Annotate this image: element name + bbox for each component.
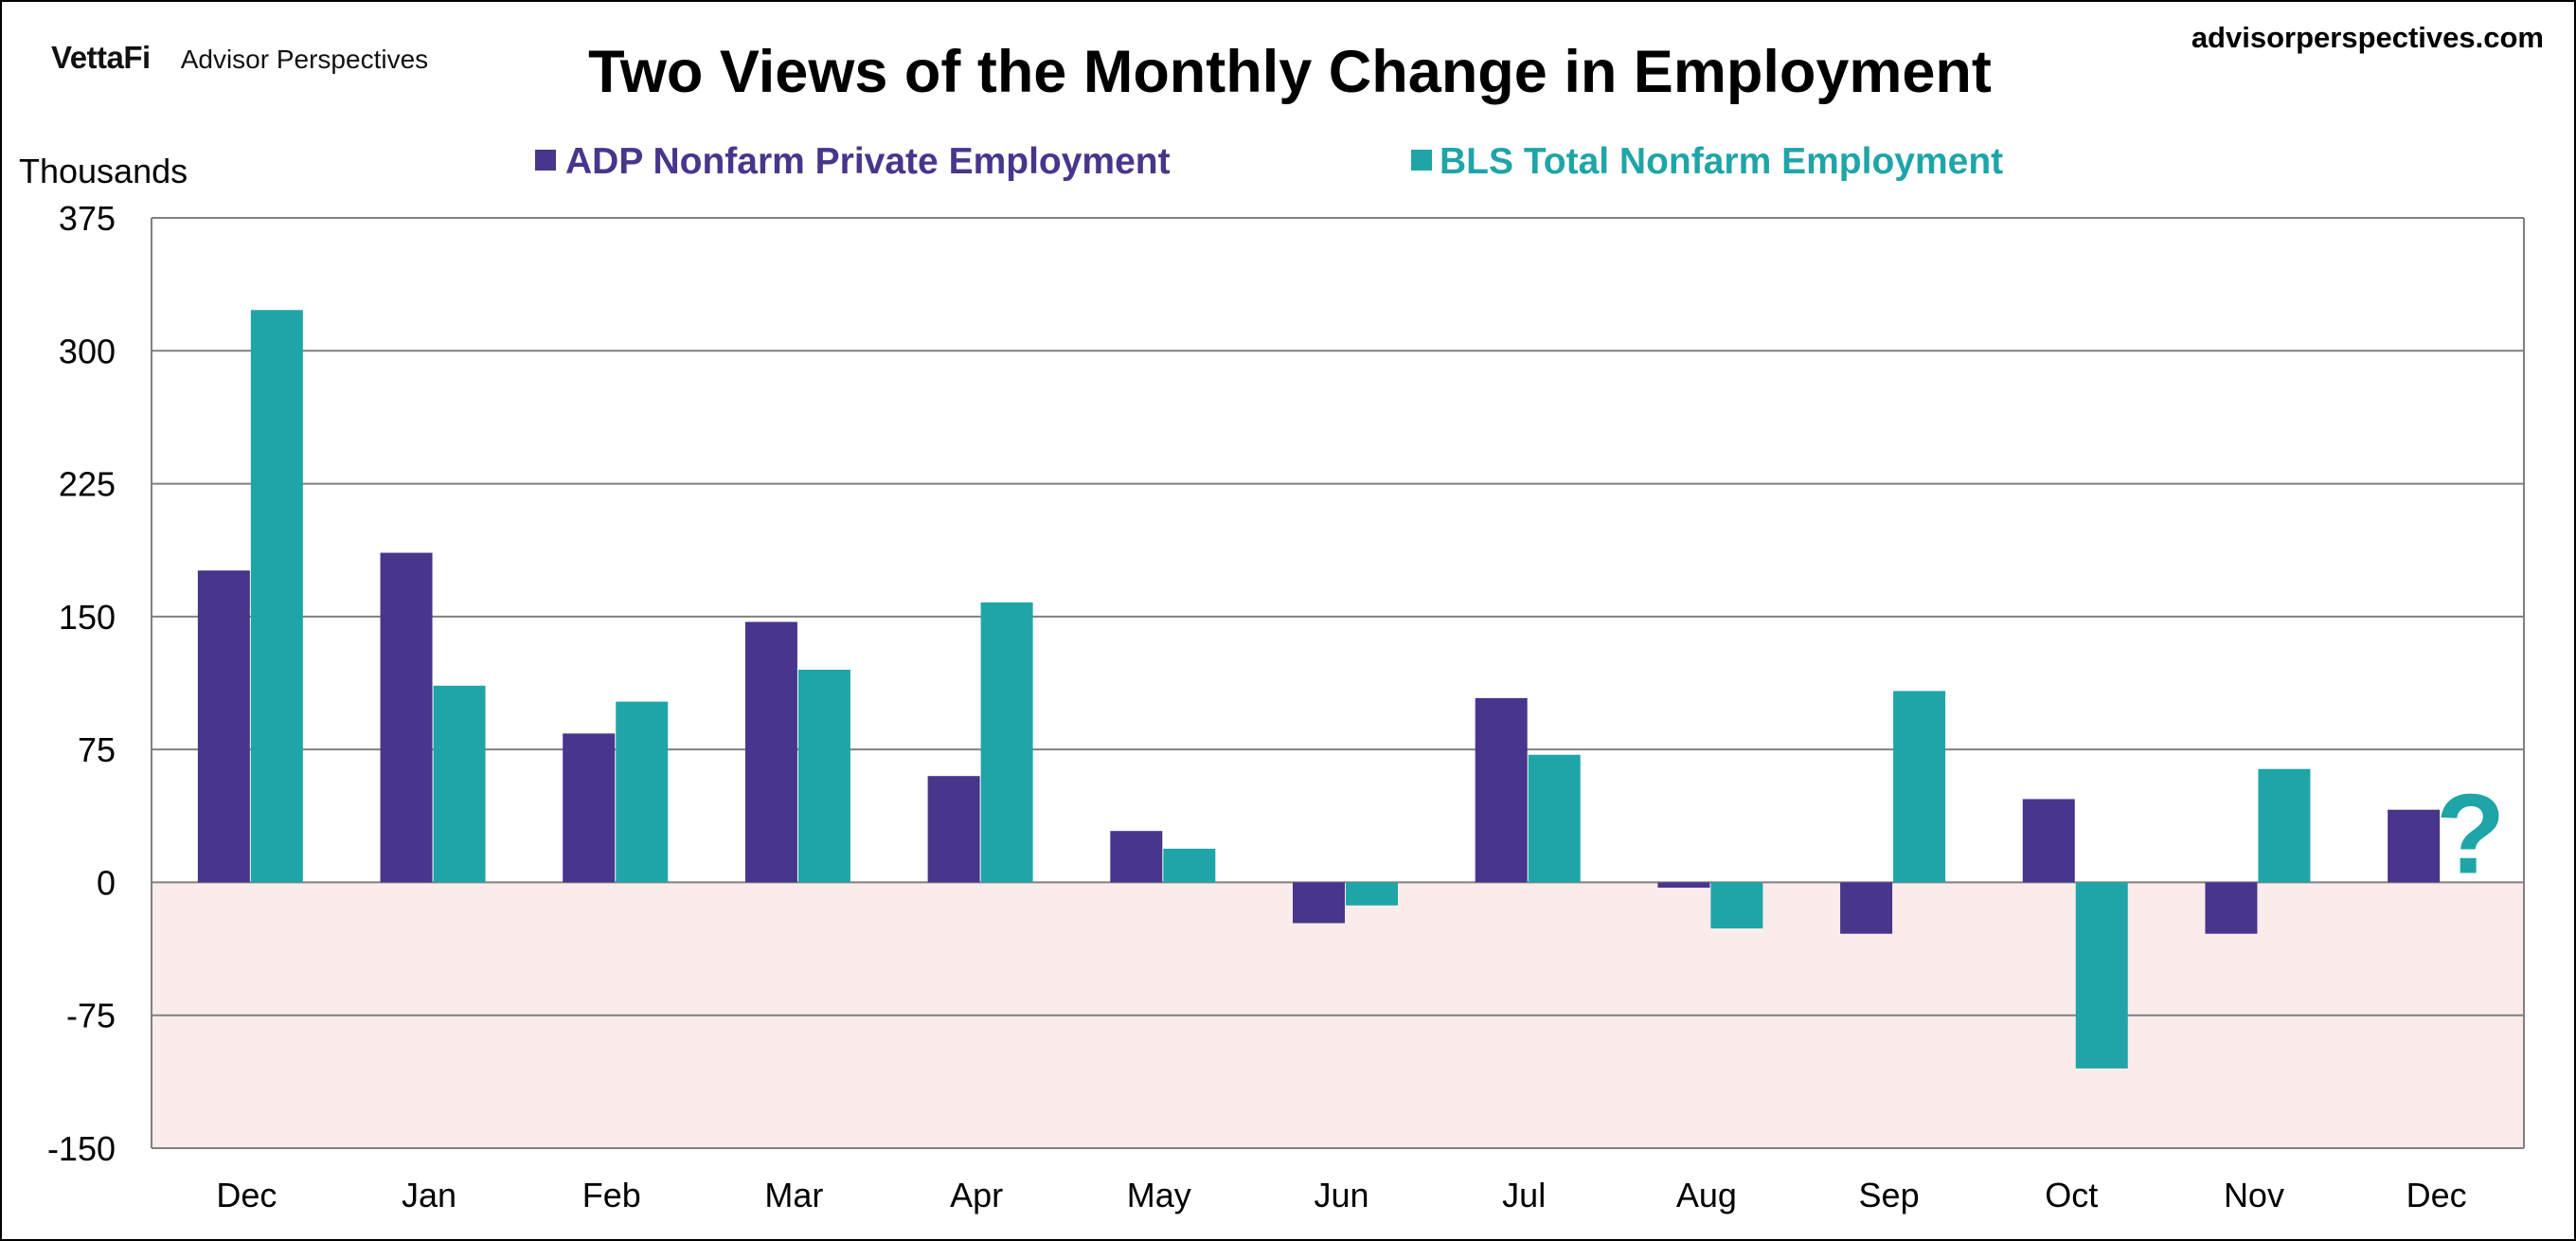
legend-swatch xyxy=(1411,150,1432,171)
adp-bar-dec xyxy=(197,570,250,883)
missing-value-annotation: ? xyxy=(2436,770,2505,897)
x-tick-label: Feb xyxy=(582,1176,641,1214)
adp-bar-nov xyxy=(2205,882,2258,934)
brand-logo: VettaFi xyxy=(51,40,151,75)
x-tick-label: Jun xyxy=(1314,1176,1368,1214)
y-tick-label: -75 xyxy=(66,997,116,1035)
bls-bar-dec xyxy=(250,310,303,883)
adp-bar-jun xyxy=(1293,882,1345,924)
y-tick-label: 225 xyxy=(59,465,116,504)
y-axis-label: Thousands xyxy=(19,152,188,190)
x-tick-label: Jul xyxy=(1502,1176,1546,1214)
bls-bar-sep xyxy=(1893,691,1946,883)
y-tick-label: 0 xyxy=(97,863,116,902)
bls-bar-aug xyxy=(1710,882,1763,929)
x-tick-label: Aug xyxy=(1676,1176,1737,1214)
x-tick-label: Mar xyxy=(764,1176,823,1214)
adp-bar-sep xyxy=(1840,882,1893,934)
legend-label: BLS Total Nonfarm Employment xyxy=(1440,141,2003,182)
adp-bar-jan xyxy=(380,552,433,883)
adp-bar-jul xyxy=(1475,697,1528,883)
x-tick-label: Oct xyxy=(2045,1176,2098,1214)
brand: VettaFi Advisor Perspectives xyxy=(51,40,428,76)
bls-bar-jul xyxy=(1528,754,1581,883)
legend-swatch xyxy=(535,150,556,171)
x-tick-label: Sep xyxy=(1859,1176,1920,1214)
x-tick-label: May xyxy=(1127,1176,1191,1214)
x-tick-label: Jan xyxy=(402,1176,456,1214)
adp-bar-mar xyxy=(744,621,797,883)
x-tick-label: Apr xyxy=(950,1176,1003,1214)
y-tick-label: -150 xyxy=(47,1129,116,1168)
y-tick-label: 300 xyxy=(59,332,116,370)
x-tick-label: Dec xyxy=(216,1176,277,1214)
x-tick-label: Dec xyxy=(2406,1176,2467,1214)
x-tick-label: Nov xyxy=(2224,1176,2284,1214)
bls-bar-mar xyxy=(797,669,850,883)
adp-bar-aug xyxy=(1657,882,1710,889)
bls-bar-nov xyxy=(2258,768,2311,883)
chart-title: Two Views of the Monthly Change in Emplo… xyxy=(588,39,1992,105)
adp-bar-may xyxy=(1110,831,1163,883)
bls-bar-jan xyxy=(433,685,486,883)
bls-bar-may xyxy=(1163,848,1216,883)
y-tick-label: 75 xyxy=(78,730,116,769)
y-tick-label: 375 xyxy=(59,199,116,238)
bls-bar-jun xyxy=(1346,882,1398,906)
adp-bar-dec xyxy=(2388,809,2441,883)
legend-label: ADP Nonfarm Private Employment xyxy=(565,141,1171,182)
bls-bar-oct xyxy=(2075,882,2128,1069)
adp-bar-apr xyxy=(927,776,980,883)
site-url: advisorperspectives.com xyxy=(2191,21,2544,54)
bls-bar-feb xyxy=(616,701,669,883)
brand-name: Advisor Perspectives xyxy=(180,45,429,74)
y-tick-label: 150 xyxy=(59,598,116,637)
adp-bar-oct xyxy=(2022,799,2075,883)
bls-bar-apr xyxy=(980,602,1033,883)
adp-bar-feb xyxy=(563,733,616,883)
